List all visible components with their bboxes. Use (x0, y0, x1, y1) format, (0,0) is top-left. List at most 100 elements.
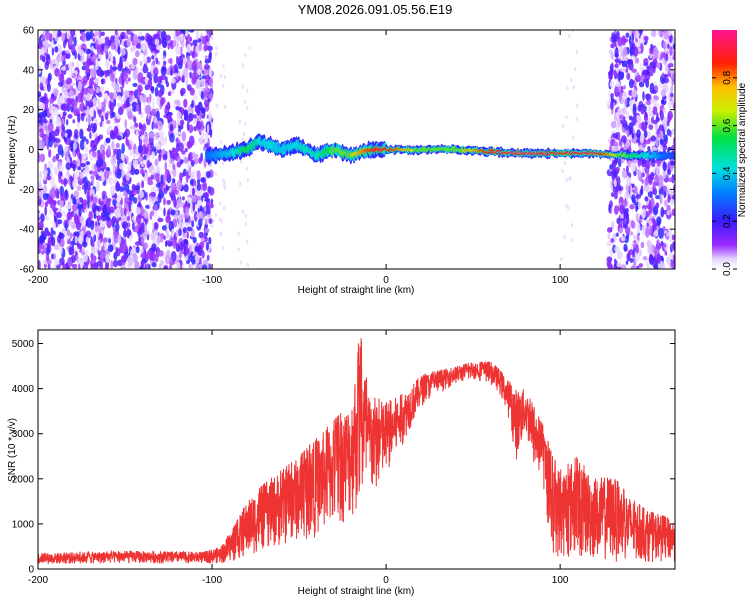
noise-blob (73, 142, 77, 150)
noise-blob (101, 121, 105, 128)
noise-blob (64, 132, 68, 138)
noise-blob (98, 200, 104, 206)
noise-blob (626, 252, 631, 262)
noise-blob (85, 92, 91, 102)
noise-blob (644, 176, 649, 186)
noise-blob (200, 195, 204, 203)
noise-blob (648, 105, 652, 117)
noise-blob (630, 265, 636, 269)
noise-blob (610, 93, 614, 98)
noise-blob (93, 213, 97, 219)
noise-blob (105, 59, 110, 69)
noise-blob (67, 114, 73, 119)
noise-blob (194, 52, 198, 58)
noise-blob (158, 263, 162, 269)
noise-blob (108, 52, 113, 60)
noise-blob (175, 131, 182, 136)
noise-blob (146, 34, 153, 45)
noise-blob (151, 220, 155, 230)
noise-blob (80, 113, 85, 122)
noise-blob (114, 208, 121, 219)
noise-blob (104, 112, 109, 121)
noise-blob (86, 73, 90, 81)
noise-blob (191, 100, 195, 108)
noise-blob (197, 68, 201, 76)
noise-blob (169, 57, 173, 65)
noise-blob (47, 109, 50, 117)
noise-blob (155, 165, 161, 176)
noise-blob (246, 262, 249, 268)
noise-blob (179, 33, 184, 39)
noise-blob (111, 216, 117, 225)
noise-blob (660, 51, 666, 61)
noise-blob (186, 114, 192, 123)
noise-blob (95, 210, 100, 216)
noise-blob (101, 31, 105, 36)
noise-blob (571, 30, 575, 33)
noise-blob (192, 60, 197, 71)
noise-blob (660, 206, 665, 218)
noise-blob (658, 30, 661, 37)
noise-blob (203, 206, 207, 212)
noise-blob (200, 90, 204, 100)
noise-blob (156, 120, 163, 131)
noise-blob (69, 232, 73, 240)
noise-blob (119, 162, 125, 170)
noise-blob (107, 244, 114, 253)
noise-blob (189, 186, 193, 197)
noise-blob (192, 152, 196, 158)
noise-blob (150, 251, 156, 262)
noise-blob (609, 80, 615, 88)
noise-blob (150, 174, 154, 180)
noise-blob (608, 203, 611, 214)
noise-blob (241, 63, 244, 68)
noise-blob (626, 232, 630, 240)
noise-blob (223, 179, 226, 185)
noise-blob (105, 254, 110, 263)
noise-blob (182, 67, 189, 78)
noise-blob (41, 232, 47, 241)
noise-blob (176, 179, 183, 191)
noise-blob (649, 47, 654, 55)
noise-blob (102, 193, 106, 200)
noise-blob (84, 263, 88, 269)
noise-blob (200, 108, 206, 114)
noise-blob (92, 33, 95, 38)
y-tick-label: 60 (23, 26, 35, 37)
noise-blob (183, 98, 188, 109)
noise-blob (646, 222, 649, 228)
noise-blob (61, 149, 64, 158)
noise-blob (89, 188, 96, 198)
noise-blob (135, 215, 142, 224)
noise-blob (609, 164, 613, 170)
noise-blob (610, 43, 613, 49)
noise-blob (140, 162, 145, 168)
noise-blob (54, 259, 60, 266)
y-tick-label: 3000 (12, 429, 35, 440)
noise-blob (77, 166, 82, 171)
noise-blob (90, 252, 93, 260)
noise-blob (632, 103, 637, 111)
noise-blob (74, 49, 77, 60)
noise-blob (649, 173, 655, 181)
noise-blob (87, 114, 92, 125)
noise-blob (659, 110, 664, 121)
noise-blob (68, 219, 72, 226)
noise-blob (170, 67, 173, 76)
noise-blob (630, 162, 636, 172)
noise-blob (616, 131, 621, 141)
noise-blob (649, 225, 653, 235)
noise-blob (613, 141, 619, 147)
noise-blob (90, 67, 97, 78)
noise-blob (669, 46, 673, 56)
noise-blob (89, 220, 95, 230)
noise-blob (38, 131, 41, 137)
noise-blob (45, 53, 51, 61)
noise-blob (56, 211, 62, 219)
noise-blob (219, 231, 222, 236)
noise-blob (175, 45, 181, 56)
noise-blob (662, 161, 667, 172)
noise-blob (626, 59, 631, 64)
noise-blob (636, 168, 640, 176)
noise-blob (193, 168, 197, 173)
